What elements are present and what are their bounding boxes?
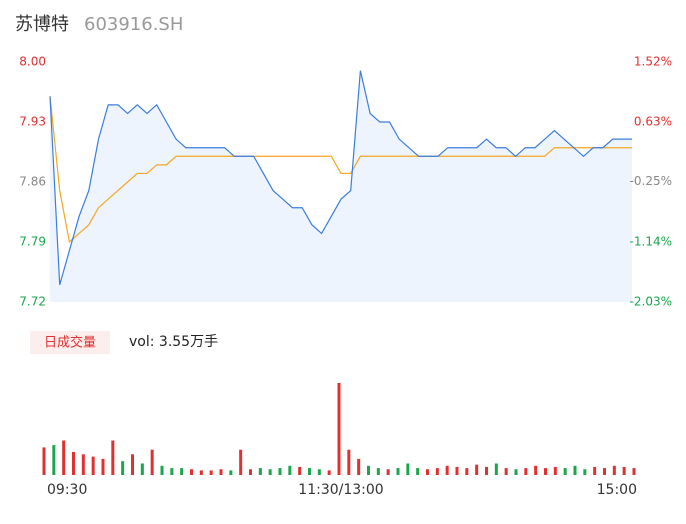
volume-bar [239,449,243,475]
volume-bar [170,468,174,475]
volume-bar [514,469,518,475]
volume-bar [258,468,262,475]
volume-total: vol: 3.55万手 [129,334,218,350]
volume-bar [406,463,410,475]
series-line [49,96,632,244]
y2-tick-label: 0.63% [634,115,672,129]
y-tick-label: 7.93 [19,115,46,129]
volume-bar [298,466,302,475]
y2-tick-label: 1.52% [634,55,672,69]
y2-tick-label: -1.14% [630,234,672,248]
volume-bar [622,466,626,475]
volume-bar [357,458,361,475]
volume-bar [199,470,203,475]
volume-bar [465,468,469,475]
price-area [50,70,632,302]
volume-bar [494,463,498,475]
volume-bar [583,469,587,475]
stock-code: 603916.SH [84,14,183,35]
volume-bar [131,454,134,475]
volume-bar [111,440,115,475]
volume-bar [121,461,125,475]
y2-tick-label: -2.03% [630,295,672,309]
series-line [49,70,632,286]
y-tick-label: 7.86 [19,175,46,189]
volume-bar [268,469,272,475]
volume-bar [140,463,144,475]
volume-bar [317,469,321,475]
volume-bar [426,469,429,475]
volume-bar [544,468,547,475]
volume-bar [209,470,213,475]
volume-bar [62,440,66,475]
volume-bar [563,468,567,475]
volume-bar [445,465,449,475]
volume-bar [180,468,184,475]
volume-bar [160,465,164,475]
volume-bar [573,465,577,475]
volume-bar [435,468,439,475]
volume-bar [347,449,351,475]
volume-bar [593,466,597,475]
volume-bar [81,454,85,475]
volume-bar [553,466,557,475]
volume-bar [612,465,616,475]
volume-bar [524,468,528,475]
stock-name: 苏博特 [15,14,69,35]
volume-bar [150,449,154,475]
volume-bar [91,456,95,475]
volume-bar [475,464,479,475]
x-tick-label: 11:30/13:00 [298,482,383,498]
y-tick-label: 8.00 [19,55,46,69]
volume-bar [278,468,282,475]
x-tick-label: 15:00 [597,482,637,498]
volume-bar [337,383,341,475]
volume-bar [603,468,606,475]
volume-tab-bg [30,331,110,354]
volume-tab: 日成交量 [44,335,96,351]
volume-bar [386,469,390,475]
volume-bar [190,469,193,475]
volume-bar [249,469,252,475]
y-tick-label: 7.79 [19,235,46,249]
volume-bar [632,468,636,475]
volume-bar [504,468,508,475]
volume-bar [288,465,292,475]
volume-bar [367,465,370,475]
x-tick-label: 09:30 [47,482,87,498]
volume-bar [219,469,223,475]
volume-bar [485,466,488,475]
volume-bar [101,458,105,475]
volume-bar [229,470,233,475]
y2-tick-label: -0.25% [630,174,672,188]
volume-bar [308,468,311,475]
volume-bar [72,452,75,475]
volume-bar [396,468,400,475]
volume-bar [327,470,331,475]
volume-bar [416,468,420,475]
y-tick-label: 7.72 [19,295,46,309]
volume-bar [52,445,56,475]
volume-bar [42,447,46,475]
volume-bar [455,466,459,475]
volume-bar [376,468,380,475]
volume-bar [534,465,538,475]
